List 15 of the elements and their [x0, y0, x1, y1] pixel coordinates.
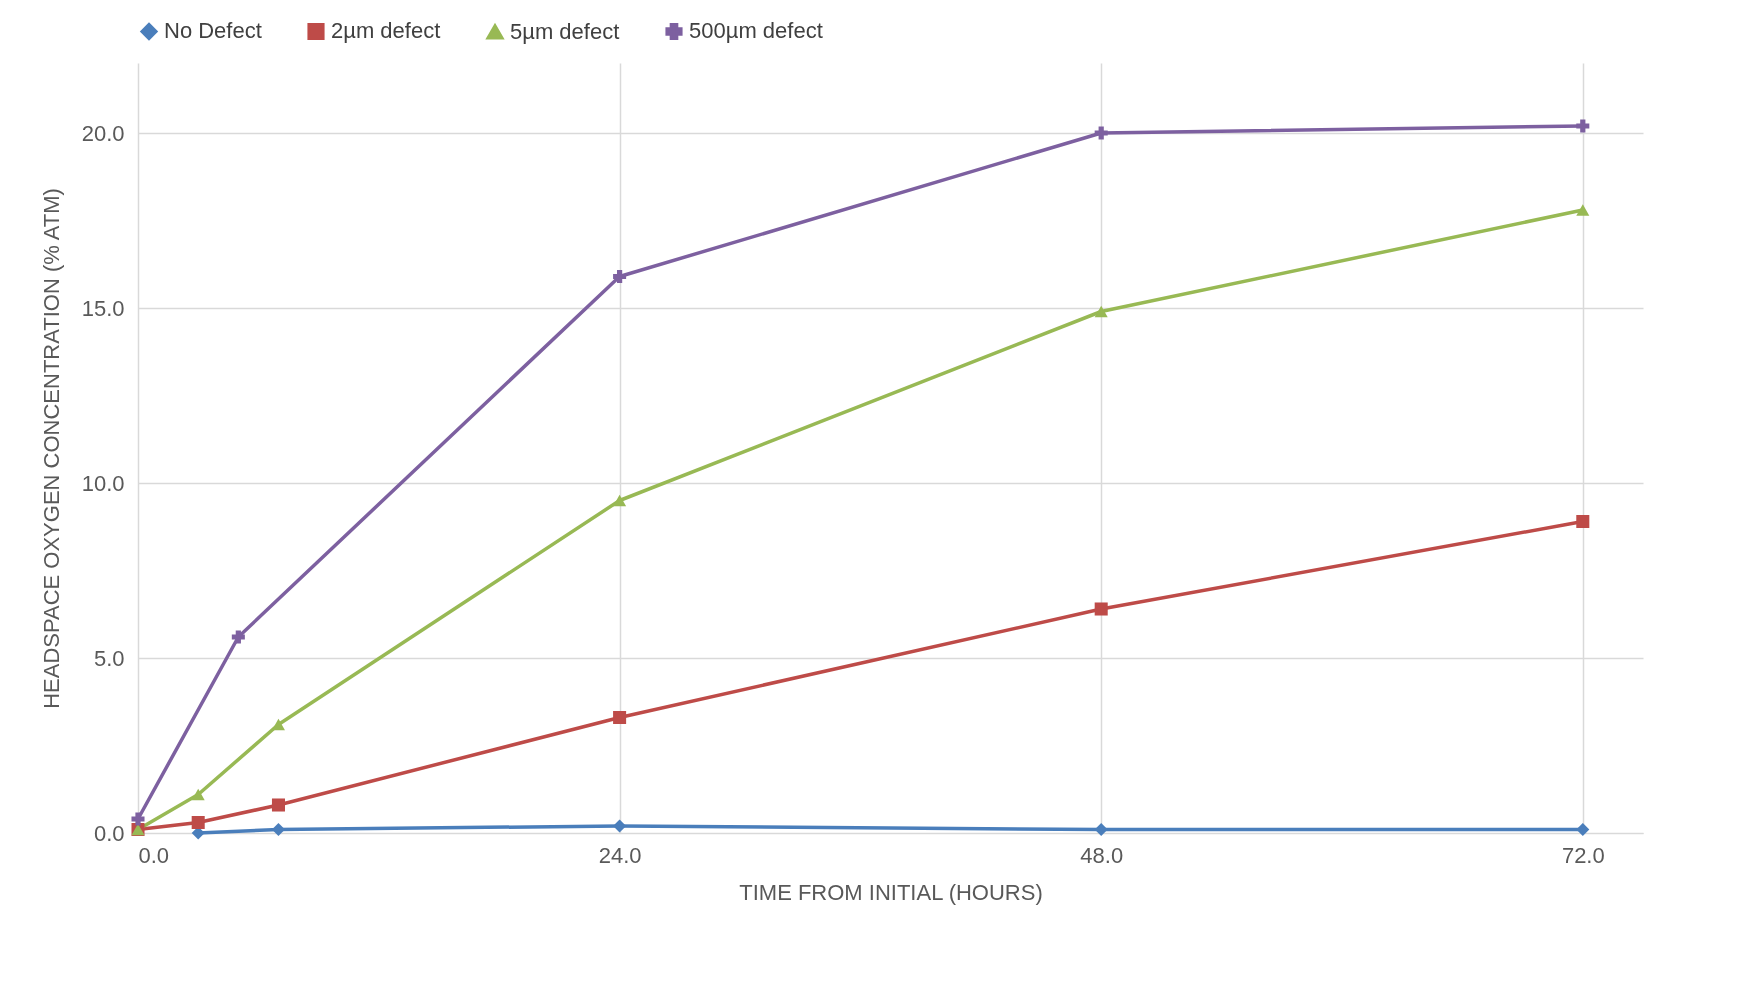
- y-tick-label: 15.0: [81, 295, 125, 321]
- y-tick-label: 10.0: [81, 470, 125, 496]
- x-tick-label: 24.0: [598, 842, 642, 868]
- legend-label: No Defect: [164, 18, 262, 44]
- x-tick-label: 0.0: [138, 842, 170, 868]
- legend-label: 500µm defect: [689, 18, 823, 44]
- x-axis-title: TIME FROM INITIAL (HOURS): [739, 879, 1043, 905]
- legend-label: 5µm defect: [510, 18, 620, 44]
- y-tick-label: 0.0: [93, 820, 125, 846]
- y-tick-label: 20.0: [81, 120, 125, 146]
- y-axis-title: HEADSPACE OXYGEN CONCENTRATION (% ATM): [38, 188, 64, 709]
- legend-label: 2µm defect: [331, 18, 441, 44]
- x-tick-label: 48.0: [1080, 842, 1124, 868]
- x-tick-label: 72.0: [1561, 842, 1605, 868]
- y-tick-label: 5.0: [93, 645, 125, 671]
